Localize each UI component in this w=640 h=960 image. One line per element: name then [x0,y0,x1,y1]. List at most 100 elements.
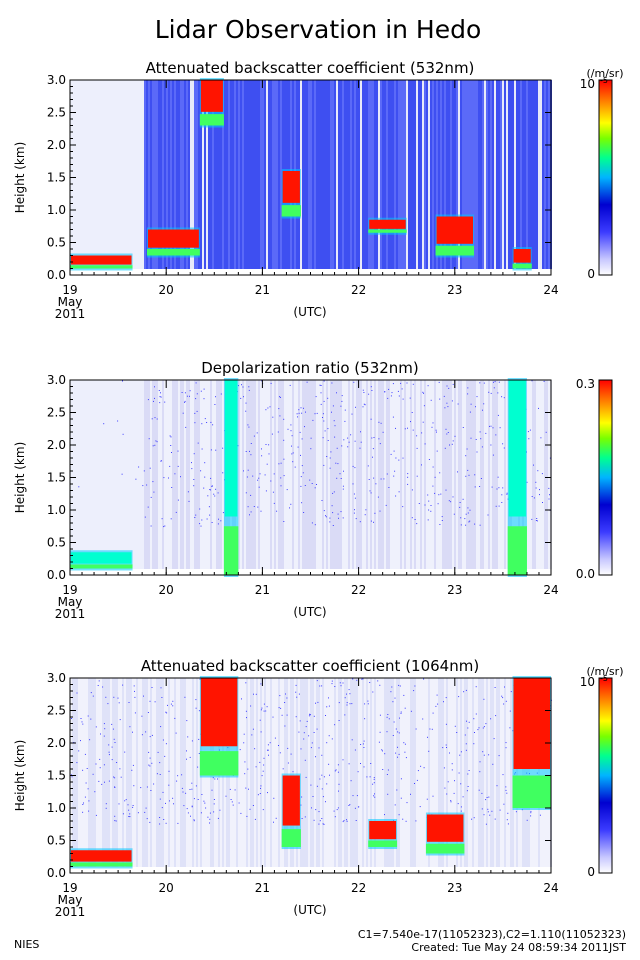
background-column [208,380,210,569]
speckle [460,524,462,526]
background-column [222,80,224,269]
speckle [445,723,447,725]
background-column [442,80,444,269]
background-column [210,80,212,269]
speckle [336,447,338,449]
background-column [472,678,474,867]
speckle [144,811,146,813]
background-column [376,678,378,867]
layer-core [71,850,132,862]
speckle [302,472,304,474]
speckle [245,402,247,404]
speckle [454,435,456,437]
colorbar-unit: (/m/sr) [587,67,624,80]
speckle [135,478,137,480]
speckle [320,403,322,405]
colorbar-min-label: 0 [587,865,595,879]
speckle [273,797,275,799]
y-axis-label: Height (km) [13,142,27,213]
background-column [436,380,438,569]
speckle [392,416,394,418]
background-column [156,380,158,569]
background-column [232,80,234,269]
background-column [228,80,230,269]
speckle [398,732,400,734]
background-column [502,678,504,867]
speckle [191,468,193,470]
speckle [423,678,425,680]
background-column [176,678,178,867]
background-column [480,678,482,867]
speckle [316,484,317,485]
background-column [318,80,320,269]
speckle [99,758,101,760]
speckle [380,478,382,480]
background-column [172,678,174,867]
speckle [507,823,509,825]
speckle [310,437,312,439]
speckle [468,521,470,523]
speckle [290,424,292,426]
speckle [412,383,414,385]
speckle [360,763,361,764]
speckle [84,753,86,755]
speckle [453,792,455,794]
speckle [191,740,193,742]
speckle [369,776,371,778]
background-column [252,380,254,569]
background-column [366,80,368,269]
speckle [468,770,470,771]
speckle [164,525,166,527]
speckle [354,440,356,442]
speckle [331,382,333,384]
background-column [398,80,400,269]
speckle [325,715,326,716]
speckle [475,406,476,408]
speckle [483,698,485,700]
speckle [346,693,347,695]
background-column [548,80,550,269]
background-column [286,380,288,569]
speckle [395,728,397,730]
speckle [249,514,250,516]
background-column [548,380,550,569]
speckle [540,437,542,439]
speckle [273,473,275,475]
background-column [396,678,398,867]
speckle [400,712,402,714]
speckle [379,443,381,445]
speckle [365,509,367,511]
speckle [193,453,195,455]
speckle [460,783,462,785]
speckle [465,689,467,691]
speckle [283,458,285,460]
speckle [319,384,321,386]
speckle [507,812,509,814]
speckle [319,778,321,780]
speckle [114,777,116,779]
y-tick-label: 1.5 [47,769,66,783]
background-column [108,380,110,569]
background-column [194,678,196,867]
speckle [478,789,480,791]
speckle [122,684,124,686]
background-column [334,678,336,867]
speckle [448,387,450,389]
speckle [340,405,342,407]
speckle [193,798,195,800]
background-column [246,80,248,269]
speckle [210,449,212,451]
speckle [222,472,224,474]
speckle [323,400,325,402]
background-column [446,380,448,569]
speckle [148,764,150,766]
background-column [500,678,502,867]
background-column [352,678,354,867]
speckle [473,743,475,745]
background-column [420,80,422,269]
speckle [78,486,80,488]
background-column [266,80,268,269]
speckle [459,502,461,503]
speckle [306,720,308,722]
background-column [452,678,454,867]
